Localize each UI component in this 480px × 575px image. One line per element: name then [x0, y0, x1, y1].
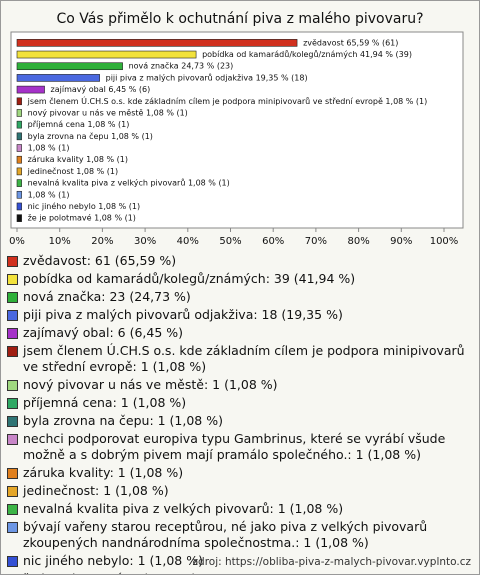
bar: [16, 97, 22, 106]
x-tick-label: 100%: [430, 236, 459, 247]
legend-item: pobídka od kamarádů/kolegů/známých: 39 (…: [7, 271, 467, 287]
value-label: piji piva z malých pivovarů odjakživa 19…: [106, 72, 308, 82]
legend-swatch: [7, 486, 18, 497]
plot-frame: [10, 31, 464, 229]
value-label: zvědavost 65,59 % (61): [303, 38, 398, 47]
legend-swatch: [7, 346, 18, 357]
legend-swatch: [7, 504, 18, 515]
legend-label: jedinečnost: 1 (1,08 %): [23, 483, 169, 498]
bar: [16, 179, 22, 187]
legend-swatch: [7, 556, 18, 567]
legend-swatch: [7, 310, 18, 321]
legend-item: byla zrovna na čepu: 1 (1,08 %): [7, 413, 467, 429]
legend-label: jsem členem Ú.CH.S o.s. kde základním cí…: [23, 343, 465, 374]
bar: [16, 167, 22, 176]
legend-label: záruka kvality: 1 (1,08 %): [23, 465, 184, 480]
legend: zvědavost: 61 (65,59 %) pobídka od kamará…: [7, 251, 467, 574]
bar: [16, 120, 22, 129]
legend-swatch: [7, 398, 18, 409]
chart: Co Vás přimělo k ochutnání piva z malého…: [9, 11, 464, 247]
x-tick-label: 90%: [390, 236, 412, 247]
bar: [16, 132, 22, 141]
bar: [16, 50, 197, 59]
bar: [16, 144, 22, 152]
legend-swatch: [7, 522, 18, 533]
x-tick-label: 80%: [347, 236, 369, 247]
legend-item: nic jiného nebylo: 1 (1,08 %): [7, 553, 467, 569]
legend-item: bývají vařeny starou receptůrou, né jako…: [7, 519, 467, 551]
x-tick-label: 20%: [91, 236, 113, 247]
value-label: nevalná kvalita piva z velkých pivovarů …: [28, 178, 230, 188]
bar: [16, 62, 123, 71]
legend-item: nevalná kvalita piva z velkých pivovarů:…: [7, 501, 467, 517]
legend-item: zvědavost: 61 (65,59 %): [7, 253, 467, 269]
legend-label: nechci podporovat europiva typu Gambrinu…: [23, 431, 446, 462]
bar: [16, 214, 22, 222]
legend-label: nový pivovar u nás ve městě: 1 (1,08 %): [23, 377, 278, 392]
value-label: 1,08 % (1): [28, 190, 70, 199]
source: zdroj: https://obliba-piva-z-malych-pivo…: [192, 556, 471, 568]
legend-item: nový pivovar u nás ve městě: 1 (1,08 %): [7, 377, 467, 393]
legend-label: zvědavost: 61 (65,59 %): [23, 253, 177, 268]
value-label: záruka kvality 1,08 % (1): [28, 155, 128, 164]
legend-swatch: [7, 292, 18, 303]
value-label: příjemná cena 1,08 % (1): [28, 120, 130, 129]
value-label: byla zrovna na čepu 1,08 % (1): [28, 131, 153, 141]
x-tick-label: 50%: [219, 236, 241, 247]
legend-swatch: [7, 416, 18, 427]
legend-item: nechci podporovat europiva typu Gambrinu…: [7, 431, 467, 463]
legend-swatch: [7, 468, 18, 479]
legend-item: piji piva z malých pivovarů odjakživa: 1…: [7, 307, 467, 323]
x-tick-label: 40%: [177, 236, 199, 247]
legend-item: jsem členem Ú.CH.S o.s. kde základním cí…: [7, 343, 467, 375]
legend-item: příjemná cena: 1 (1,08 %): [7, 395, 467, 411]
x-tick-label: 70%: [305, 236, 327, 247]
chart-title: Co Vás přimělo k ochutnání piva z malého…: [56, 11, 423, 27]
bar: [16, 85, 45, 94]
value-label: nový pivovar u nás ve městě 1,08 % (1): [28, 108, 188, 117]
legend-label: příjemná cena: 1 (1,08 %): [23, 395, 187, 410]
x-tick-label: 10%: [49, 236, 71, 247]
value-label: zajímavý obal 6,45 % (6): [51, 85, 151, 94]
legend-swatch: [7, 380, 18, 391]
legend-label: nic jiného nebylo: 1 (1,08 %): [23, 553, 203, 568]
legend-label: pobídka od kamarádů/kolegů/známých: 39 (…: [23, 271, 356, 286]
legend-label: nová značka: 23 (24,73 %): [23, 289, 191, 304]
legend-label: zajímavý obal: 6 (6,45 %): [23, 325, 184, 340]
bar: [16, 190, 22, 199]
value-label: jedinečnost 1,08 % (1): [27, 166, 118, 176]
x-tick-label: 0%: [9, 236, 25, 247]
x-tick-label: 60%: [262, 236, 284, 247]
legend-item: že je polotmavé: 1 (1,08 %): [7, 571, 467, 574]
legend-item: zajímavý obal: 6 (6,45 %): [7, 325, 467, 341]
bar: [16, 202, 22, 211]
legend-item: záruka kvality: 1 (1,08 %): [7, 465, 467, 481]
bar: [16, 74, 100, 82]
legend-label: že je polotmavé: 1 (1,08 %): [23, 571, 196, 574]
legend-item: jedinečnost: 1 (1,08 %): [7, 483, 467, 499]
value-label: jsem členem Ú.CH.S o.s. kde základním cí…: [27, 95, 428, 106]
legend-swatch: [7, 434, 18, 445]
value-label: že je polotmavé 1,08 % (1): [28, 213, 136, 223]
bar: [16, 39, 298, 47]
value-label: nová značka 24,73 % (23): [129, 61, 234, 71]
legend-swatch: [7, 328, 18, 339]
legend-label: bývají vařeny starou receptůrou, né jako…: [23, 519, 428, 550]
value-label: nic jiného nebylo 1,08 % (1): [28, 201, 140, 211]
value-label: 1,08 % (1): [28, 144, 70, 153]
bar: [16, 155, 22, 164]
x-tick-label: 30%: [134, 236, 156, 247]
value-label: pobídka od kamarádů/kolegů/známých 41,94…: [202, 49, 412, 59]
legend-swatch: [7, 256, 18, 267]
legend-item: nová značka: 23 (24,73 %): [7, 289, 467, 305]
legend-label: piji piva z malých pivovarů odjakživa: 1…: [23, 307, 343, 322]
legend-swatch: [7, 274, 18, 285]
legend-label: byla zrovna na čepu: 1 (1,08 %): [23, 413, 223, 428]
bar: [16, 109, 22, 117]
legend-label: nevalná kvalita piva z velkých pivovarů:…: [23, 501, 344, 516]
